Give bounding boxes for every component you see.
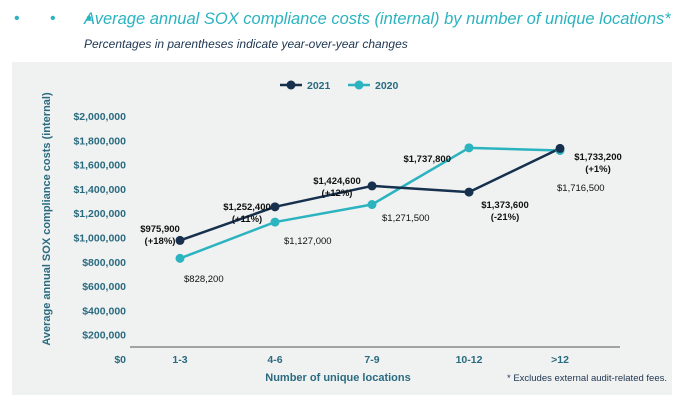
x-tick-label: 10-12 [456, 354, 483, 366]
data-label-2020: $828,200 [184, 274, 224, 285]
data-label-2021: $975,900 [140, 224, 180, 235]
legend-swatch-marker [286, 80, 296, 90]
data-label-2020: $1,271,500 [382, 213, 430, 224]
data-label-2020: $1,716,500 [557, 183, 605, 194]
data-point-2020 [270, 217, 280, 227]
x-tick-label: 4-6 [267, 354, 282, 366]
y-tick-label: $1,200,000 [73, 208, 126, 220]
data-label-2020: $1,737,800 [403, 154, 451, 165]
data-point-2020 [367, 200, 377, 210]
legend-label: 2021 [307, 80, 331, 92]
x-tick-label: 1-3 [172, 354, 187, 366]
legend-swatch-marker [354, 80, 364, 90]
change-label-2021: (+18%) [145, 236, 176, 247]
change-label-2021: (+12%) [322, 188, 353, 199]
chart-title: Average annual SOX compliance costs (int… [84, 10, 671, 28]
data-label-2021: $1,733,200 [574, 152, 622, 163]
data-point-2021 [270, 202, 280, 212]
data-point-2021 [555, 143, 565, 153]
y-tick-label: $1,800,000 [73, 135, 126, 147]
legend-label: 2020 [375, 80, 399, 92]
y-tick-label: $1,600,000 [73, 160, 126, 172]
y-tick-label: $600,000 [82, 281, 126, 293]
change-label-2021: (-21%) [491, 212, 520, 223]
change-label-2021: (+1%) [585, 164, 611, 175]
data-label-2021: $1,424,600 [313, 176, 361, 187]
x-tick-label: 7-9 [364, 354, 379, 366]
y-tick-label: $2,000,000 [73, 111, 126, 123]
x-tick-label: >12 [551, 354, 569, 366]
data-label-2021: $1,252,400 [223, 202, 271, 213]
chart-panel [12, 62, 672, 395]
data-point-2021 [367, 181, 377, 191]
y-tick-label: $1,000,000 [73, 233, 126, 245]
chart-header: • • • Average annual SOX compliance cost… [0, 0, 681, 60]
data-point-2021 [175, 235, 185, 245]
y-tick-label: $200,000 [82, 330, 126, 342]
bullet-dots-icon: • • • [14, 10, 105, 27]
y-tick-label: $800,000 [82, 257, 126, 269]
data-label-2021: $1,373,600 [481, 200, 529, 211]
x-axis-label: Number of unique locations [265, 372, 410, 384]
data-point-2021 [464, 187, 474, 197]
y-tick-label: $1,400,000 [73, 184, 126, 196]
y-axis-label: Average annual SOX compliance costs (int… [41, 92, 53, 346]
change-label-2021: (+11%) [232, 214, 262, 225]
y-tick-label: $0 [114, 354, 126, 366]
footnote: * Excludes external audit-related fees. [507, 373, 667, 384]
data-point-2020 [175, 253, 185, 263]
chart-subtitle: Percentages in parentheses indicate year… [84, 37, 408, 51]
data-label-2020: $1,127,000 [284, 236, 332, 247]
data-point-2020 [464, 143, 474, 153]
y-tick-label: $400,000 [82, 305, 126, 317]
series-line-2021 [179, 147, 561, 242]
